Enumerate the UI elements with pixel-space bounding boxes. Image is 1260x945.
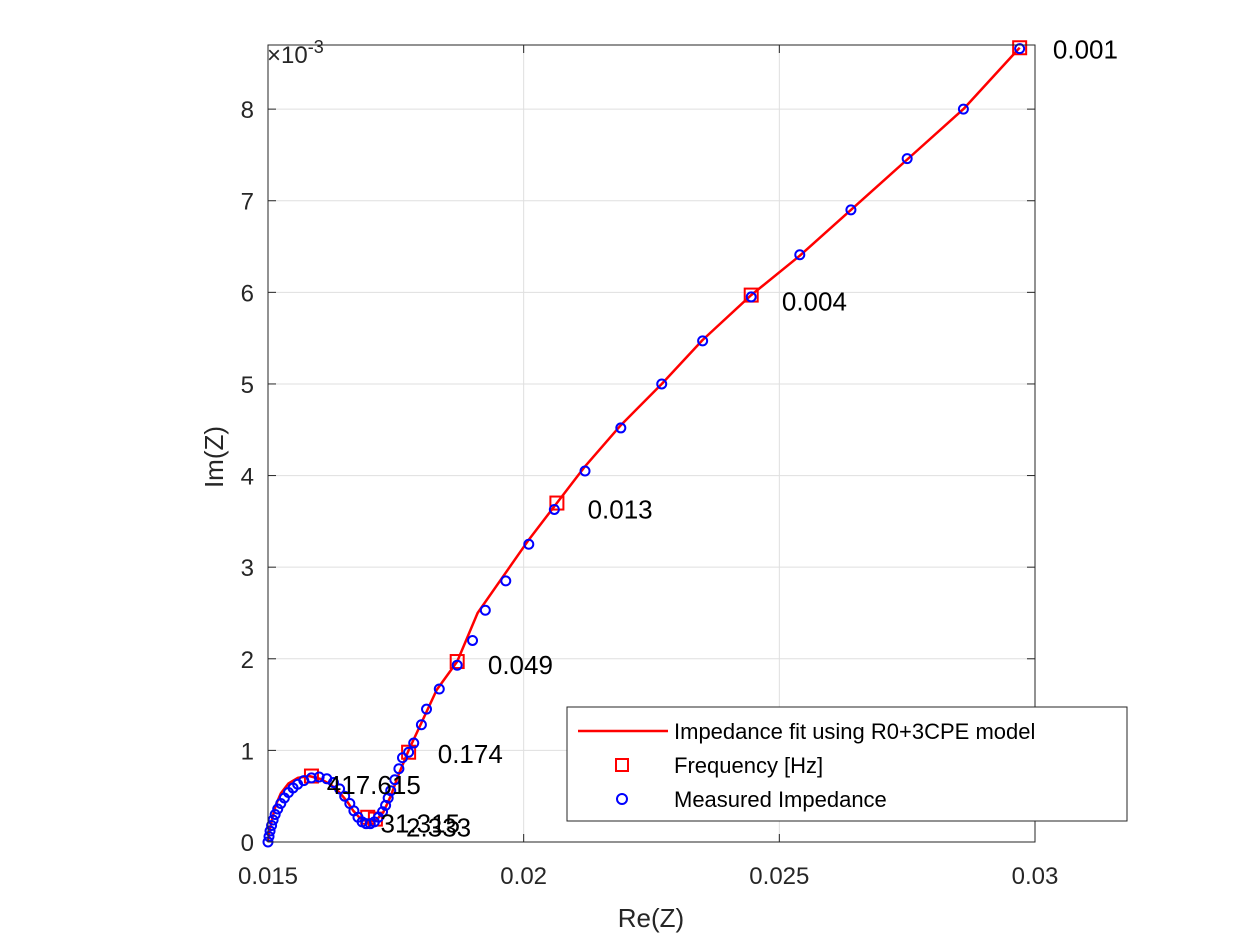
axes bbox=[267, 44, 1036, 843]
tick-labels: 0.015 0.02 0.025 0.03 0 1 2 3 4 5 6 7 8 bbox=[238, 97, 1058, 890]
x-axis-label: Re(Z) bbox=[618, 903, 684, 933]
measured-point bbox=[957, 103, 969, 115]
x-tick-label: 0.015 bbox=[238, 863, 298, 890]
measured-point bbox=[272, 803, 284, 815]
measured-point bbox=[656, 378, 668, 390]
measured-point bbox=[266, 820, 278, 832]
x-tick-label: 0.02 bbox=[500, 863, 547, 890]
y-exponent-base: ×10 bbox=[267, 42, 308, 69]
legend: Impedance fit using R0+3CPE model Freque… bbox=[566, 706, 1128, 822]
fit-line-layer bbox=[266, 46, 1021, 843]
x-tick-label: 0.025 bbox=[749, 863, 809, 890]
measured-point bbox=[1014, 43, 1026, 55]
y-tick-label: 5 bbox=[241, 372, 254, 399]
plot-frame bbox=[267, 44, 1036, 843]
frequency-marker bbox=[549, 495, 565, 511]
measured-point bbox=[548, 503, 560, 515]
y-tick-label: 0 bbox=[241, 830, 254, 857]
measured-point bbox=[408, 737, 420, 749]
measured-point bbox=[403, 746, 415, 758]
x-tick-label: 0.03 bbox=[1012, 863, 1059, 890]
measured-point bbox=[305, 772, 317, 784]
y-tick-label: 4 bbox=[241, 464, 254, 491]
frequency-annotation: 2.333 bbox=[406, 812, 471, 842]
measured-point bbox=[451, 659, 463, 671]
frequency-annotation: 0.013 bbox=[588, 494, 653, 524]
frequency-annotation: 0.049 bbox=[488, 650, 553, 680]
y-tick-label: 7 bbox=[241, 189, 254, 216]
measured-point bbox=[467, 634, 479, 646]
legend-fit-label: Impedance fit using R0+3CPE model bbox=[674, 719, 1035, 744]
frequency-marker bbox=[401, 744, 417, 760]
measured-point bbox=[523, 538, 535, 550]
measured-point bbox=[334, 783, 346, 795]
y-tick-label: 1 bbox=[241, 738, 254, 765]
measured-point bbox=[264, 825, 276, 837]
svg-text:×10-3: ×10-3 bbox=[267, 37, 324, 69]
measured-point bbox=[339, 790, 351, 802]
measured-markers bbox=[262, 43, 1026, 848]
measured-point bbox=[745, 291, 757, 303]
legend-frequency-swatch bbox=[615, 758, 629, 772]
y-axis-label: Im(Z) bbox=[199, 426, 229, 488]
fit-line bbox=[266, 46, 1021, 843]
frequency-annotation: 0.174 bbox=[438, 739, 503, 769]
measured-point bbox=[396, 752, 408, 764]
frequency-marker bbox=[449, 654, 465, 670]
measured-point bbox=[327, 776, 339, 788]
measured-point bbox=[500, 575, 512, 587]
legend-frequency-label: Frequency [Hz] bbox=[674, 753, 823, 778]
measured-point bbox=[415, 719, 427, 731]
legend-measured-swatch bbox=[616, 793, 628, 805]
measured-point bbox=[433, 683, 445, 695]
frequency-annotation: 0.004 bbox=[782, 287, 847, 317]
legend-box bbox=[566, 706, 1128, 822]
measured-point bbox=[267, 814, 279, 826]
frequency-annotations: 0.001 0.004 0.013 0.049 0.174 417.615 31.3152.… bbox=[327, 35, 1118, 843]
measured-point bbox=[389, 774, 401, 786]
measured-point bbox=[479, 604, 491, 616]
measured-point bbox=[901, 153, 913, 165]
frequency-annotation: 417.615 bbox=[327, 770, 421, 800]
measured-point bbox=[579, 465, 591, 477]
measured-point bbox=[421, 703, 433, 715]
frequency-annotation: 0.001 bbox=[1053, 35, 1118, 65]
y-tick-label: 6 bbox=[241, 280, 254, 307]
y-exponent-power: -3 bbox=[308, 37, 324, 57]
measured-point bbox=[697, 335, 709, 347]
measured-point bbox=[377, 806, 389, 818]
legend-measured-label: Measured Impedance bbox=[674, 787, 887, 812]
measured-point bbox=[263, 831, 275, 843]
measured-point bbox=[385, 785, 397, 797]
y-tick-label: 3 bbox=[241, 555, 254, 582]
frequency-annotation: 31.315 bbox=[380, 809, 460, 839]
measured-point bbox=[615, 422, 627, 434]
y-tick-label: 8 bbox=[241, 97, 254, 124]
y-tick-label: 2 bbox=[241, 647, 254, 674]
measured-point bbox=[269, 809, 281, 821]
measured-point bbox=[845, 204, 857, 216]
frequency-marker bbox=[1012, 40, 1028, 56]
measured-point bbox=[393, 763, 405, 775]
y-exponent-label: ×10-3 bbox=[267, 37, 324, 69]
measured-point bbox=[794, 249, 806, 261]
